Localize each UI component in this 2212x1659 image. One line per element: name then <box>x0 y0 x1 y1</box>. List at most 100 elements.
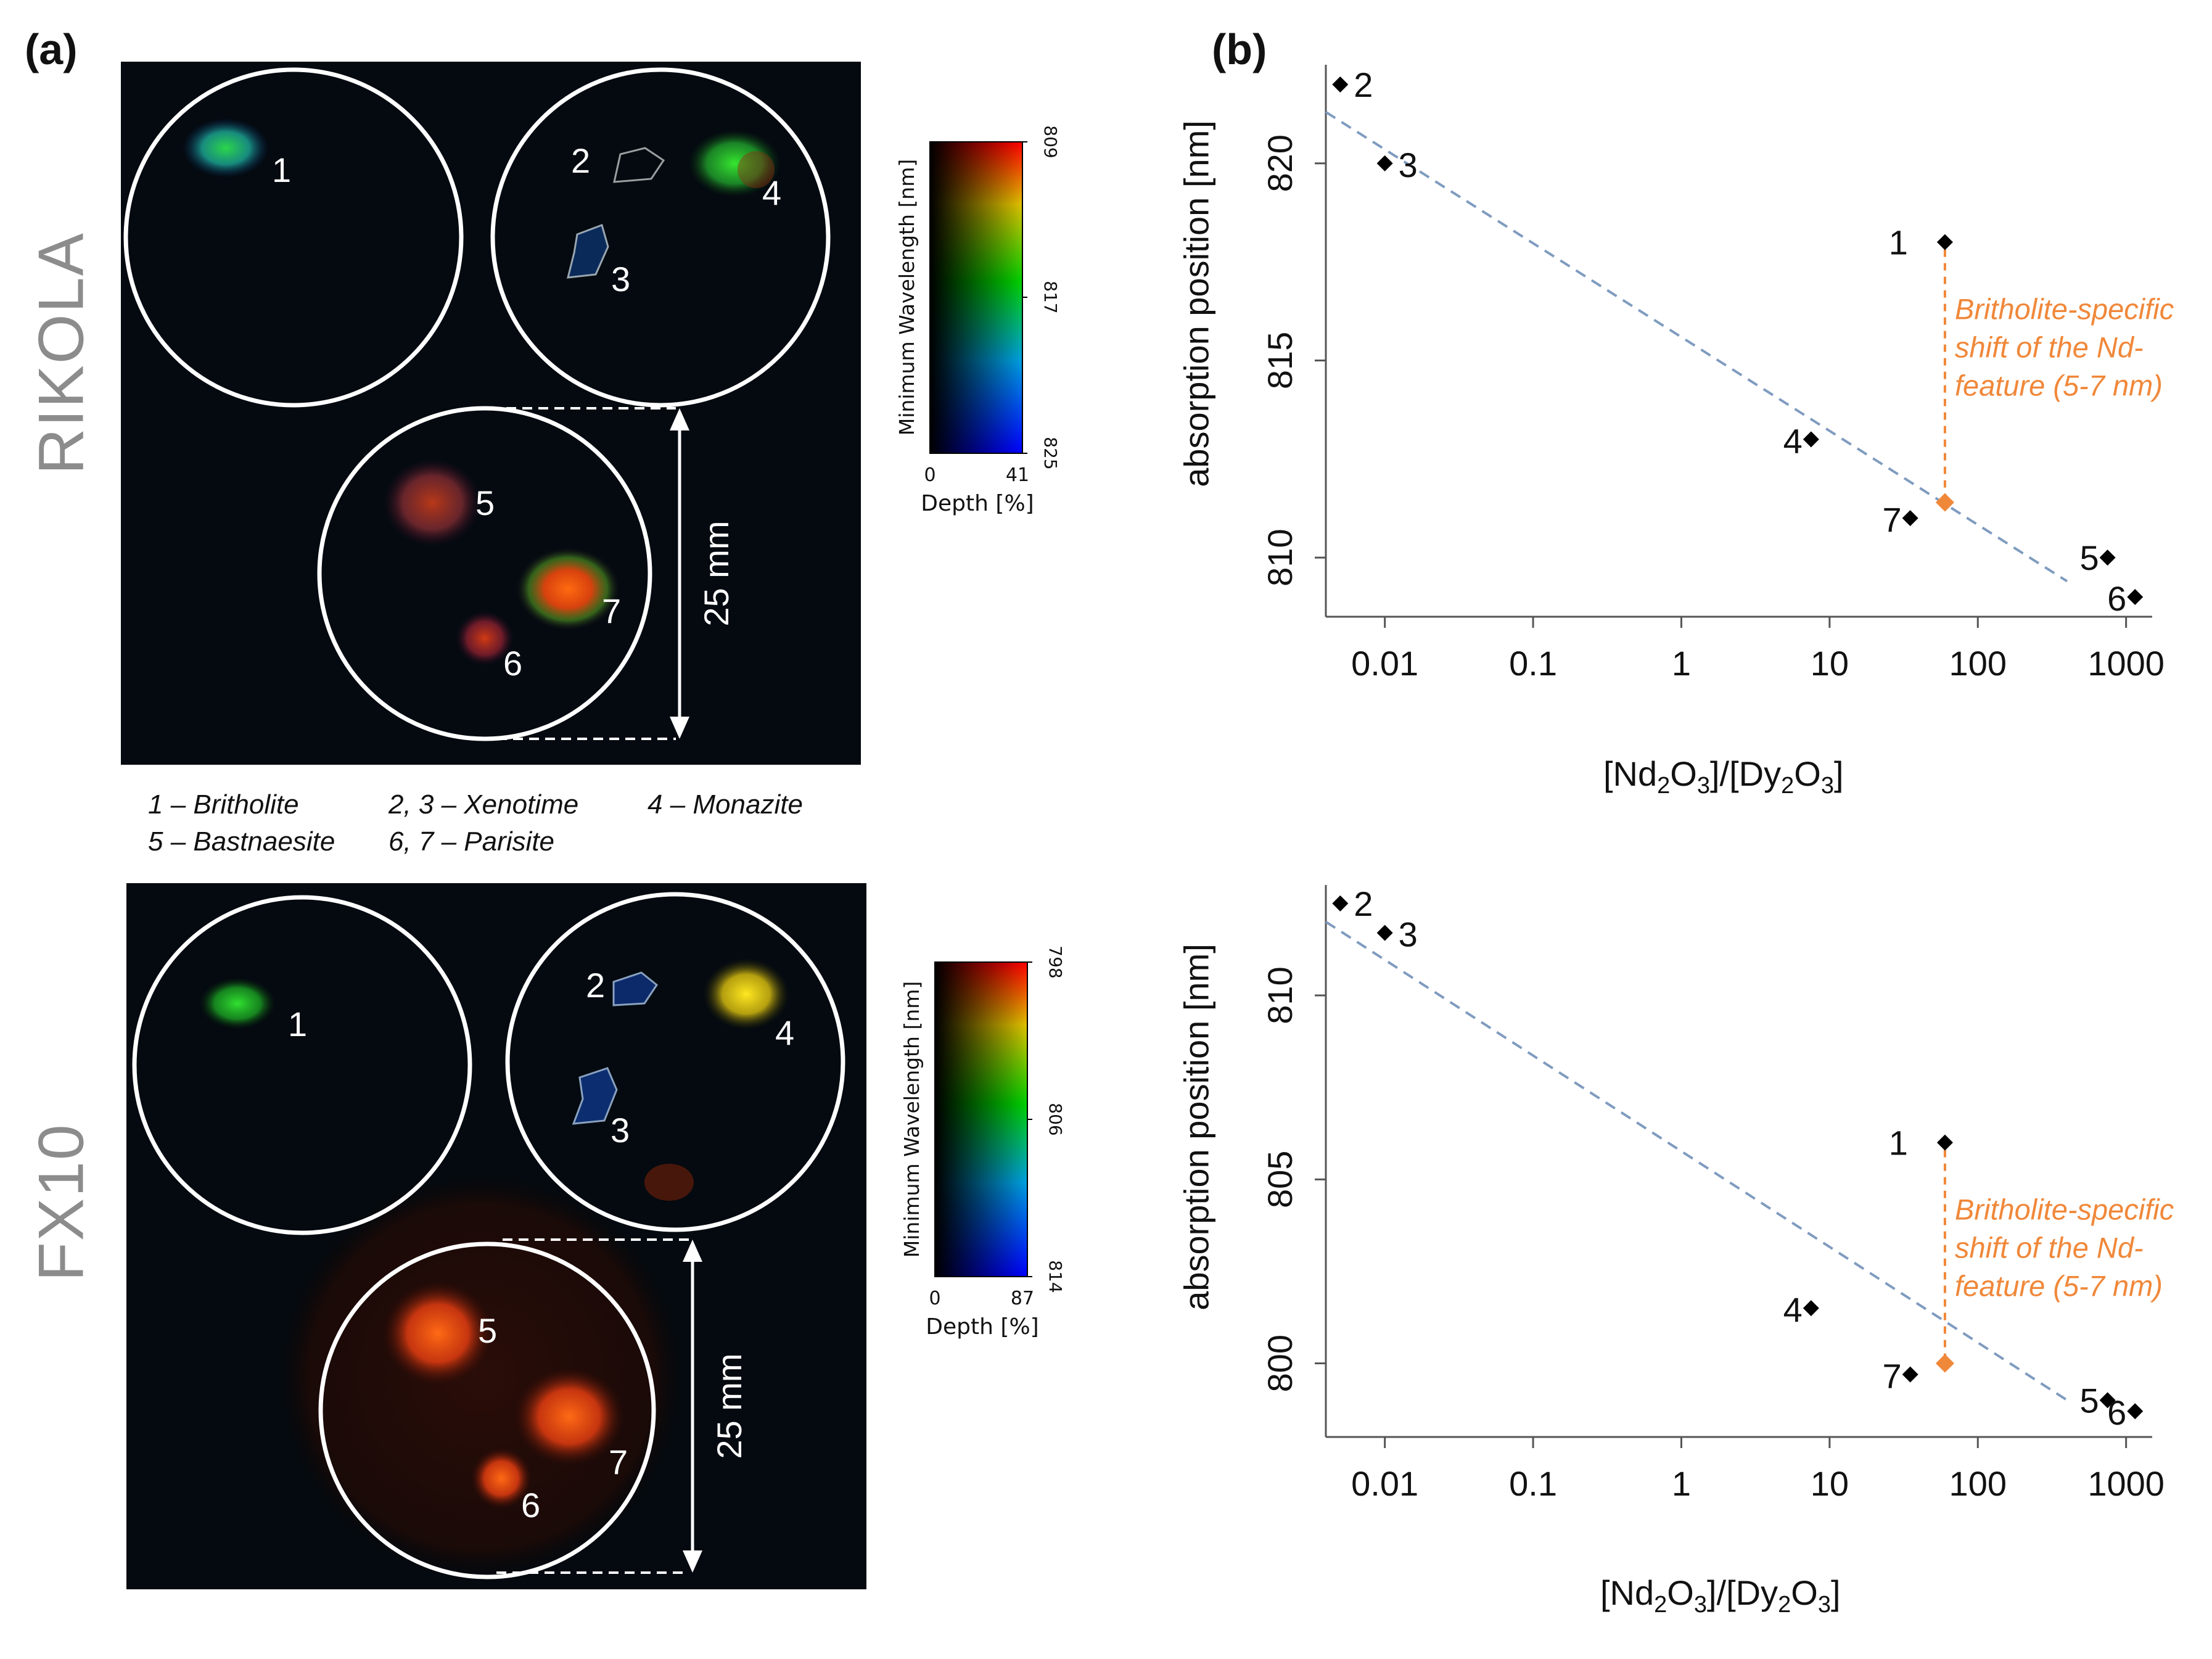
sample-label-3: 3 <box>611 260 630 298</box>
mineral-blob-parisite-6 <box>455 611 514 666</box>
annotation-line: feature (5-7 nm) <box>1955 1270 2163 1303</box>
data-point-label: 6 <box>2107 579 2126 618</box>
legend-bastnaesite: 5 – Bastnaesite <box>148 826 335 857</box>
mineral-blob-xenotime <box>567 147 665 279</box>
annotation-line: feature (5-7 nm) <box>1955 369 2163 402</box>
y-tick-label: 810 <box>1260 966 1299 1024</box>
sensor-label-fx10: FX10 <box>25 1123 97 1282</box>
sample-label-1: 1 <box>288 1005 307 1044</box>
data-point <box>1376 155 1393 171</box>
fx10-colorbar: 798 806 814 Minimum Wavelength [nm] 0 87… <box>887 944 1084 1357</box>
y-tick-label: 805 <box>1260 1151 1299 1208</box>
x-tick-label: 1000 <box>2087 1464 2165 1503</box>
data-point-label: 1 <box>1889 1124 1908 1163</box>
fx10-image: 25 mm 1 2 3 4 5 6 7 <box>126 883 866 1589</box>
sample-circle <box>123 67 464 408</box>
mineral-blob-monazite <box>703 958 789 1030</box>
sample-circle <box>132 895 472 1235</box>
sample-circle <box>317 406 652 741</box>
x-tick-label: 0.1 <box>1509 1464 1557 1503</box>
x-tick-label: 10 <box>1811 1464 1849 1503</box>
sample-label-3: 3 <box>611 1111 630 1150</box>
x-axis-label-fx10: [Nd2O3]/[Dy2O3] <box>1600 1573 1841 1618</box>
mineral-legend-line-2: 5 – Bastnaesite 6, 7 – Parisite <box>148 826 888 861</box>
data-point <box>1332 76 1349 93</box>
scale-label: 25 mm <box>697 521 736 626</box>
x-tick-label: 1 <box>1672 644 1691 683</box>
sample-label-6: 6 <box>503 644 522 683</box>
annotation-line: Britholite-specific <box>1955 1193 2174 1226</box>
trend-line <box>1325 111 2068 583</box>
x-tick-label: 0.01 <box>1351 1464 1418 1503</box>
data-point-label: 4 <box>1783 421 1803 460</box>
colorbar-depth-label: Depth [%] <box>926 1314 1038 1340</box>
colorbar-depth-max: 87 <box>1011 1288 1034 1309</box>
data-point-label: 4 <box>1783 1290 1803 1329</box>
y-tick-label: 815 <box>1260 332 1299 389</box>
data-point-label: 2 <box>1354 884 1373 923</box>
projected-point <box>1935 493 1954 512</box>
annotation-line: shift of the Nd- <box>1955 331 2144 364</box>
sample-label-5: 5 <box>478 1311 497 1350</box>
sample-label-2: 2 <box>586 966 605 1005</box>
data-point-label: 3 <box>1399 915 1418 954</box>
mineral-blob-bastnaesite <box>382 1281 493 1386</box>
data-point-label: 7 <box>1883 1357 1902 1396</box>
sample-label-5: 5 <box>475 484 495 522</box>
annotation-line: Britholite-specific <box>1955 293 2174 326</box>
colorbar-depth-min: 0 <box>924 464 935 486</box>
projected-point <box>1935 1354 1954 1373</box>
panel-b-label: (b) <box>1212 25 1267 73</box>
rikola-image: 25 mm 1 2 3 4 5 6 7 <box>121 62 861 765</box>
y-tick-label: 810 <box>1260 529 1299 586</box>
sample-circle <box>490 67 831 408</box>
sample-label-6: 6 <box>521 1486 540 1525</box>
x-tick-label: 0.01 <box>1351 644 1418 683</box>
data-point <box>2099 550 2116 566</box>
colorbar-title: Minimum Wavelength [nm] <box>895 159 919 435</box>
data-point-label: 6 <box>2107 1393 2126 1432</box>
data-point-label: 5 <box>2079 1381 2099 1420</box>
sample-label-2: 2 <box>571 141 590 180</box>
x-axis-label-rikola: [Nd2O3]/[Dy2O3] <box>1603 754 1844 799</box>
sample-label-7: 7 <box>602 591 621 630</box>
data-point <box>1803 1300 1819 1317</box>
panel-a-label: (a) <box>25 25 78 73</box>
y-axis-label-fx10: absorption position [nm] <box>1177 944 1216 1311</box>
rikola-colorbar: 809 817 825 Minimum Wavelength [nm] 0 41… <box>882 123 1079 530</box>
data-point <box>1936 234 1953 250</box>
colorbar-mid-tick: 817 <box>1040 281 1061 313</box>
annotation-line: shift of the Nd- <box>1955 1232 2144 1264</box>
data-point-label: 5 <box>2079 538 2099 577</box>
colorbar-bottom-tick: 825 <box>1040 437 1061 469</box>
x-tick-label: 1000 <box>2087 644 2165 683</box>
sensor-label-rikola: RIKOLA <box>25 232 97 475</box>
sample-label-4: 4 <box>762 173 781 212</box>
mineral-blob-parisite-7 <box>514 1367 625 1466</box>
colorbar-top-tick: 798 <box>1045 945 1066 978</box>
x-tick-label: 100 <box>1949 1464 2007 1503</box>
colorbar-bottom-tick: 814 <box>1045 1260 1066 1293</box>
sample-label-1: 1 <box>272 150 291 189</box>
colorbar-top-tick: 809 <box>1040 125 1061 158</box>
x-tick-label: 10 <box>1811 644 1849 683</box>
data-point-label: 2 <box>1354 65 1373 104</box>
data-point-label: 7 <box>1883 500 1902 539</box>
data-point <box>1376 924 1393 941</box>
data-point-label: 1 <box>1889 223 1908 262</box>
data-point <box>1803 431 1819 448</box>
scale-label: 25 mm <box>710 1353 749 1459</box>
trend-line <box>1325 920 2068 1402</box>
mineral-blob-britholite <box>183 118 269 178</box>
legend-parisite: 6, 7 – Parisite <box>389 826 555 857</box>
y-tick-label: 800 <box>1260 1335 1299 1392</box>
legend-britholite: 1 – Britholite <box>148 789 299 820</box>
data-point <box>1332 895 1349 912</box>
mineral-blob-parisite-7 <box>516 547 620 631</box>
sample-circle <box>505 892 845 1232</box>
colorbar-depth-max: 41 <box>1006 464 1029 486</box>
mineral-blob-britholite <box>199 978 276 1029</box>
y-axis-label-rikola: absorption position [nm] <box>1177 120 1216 487</box>
x-tick-label: 100 <box>1949 644 2007 683</box>
legend-xenotime: 2, 3 – Xenotime <box>389 789 579 820</box>
